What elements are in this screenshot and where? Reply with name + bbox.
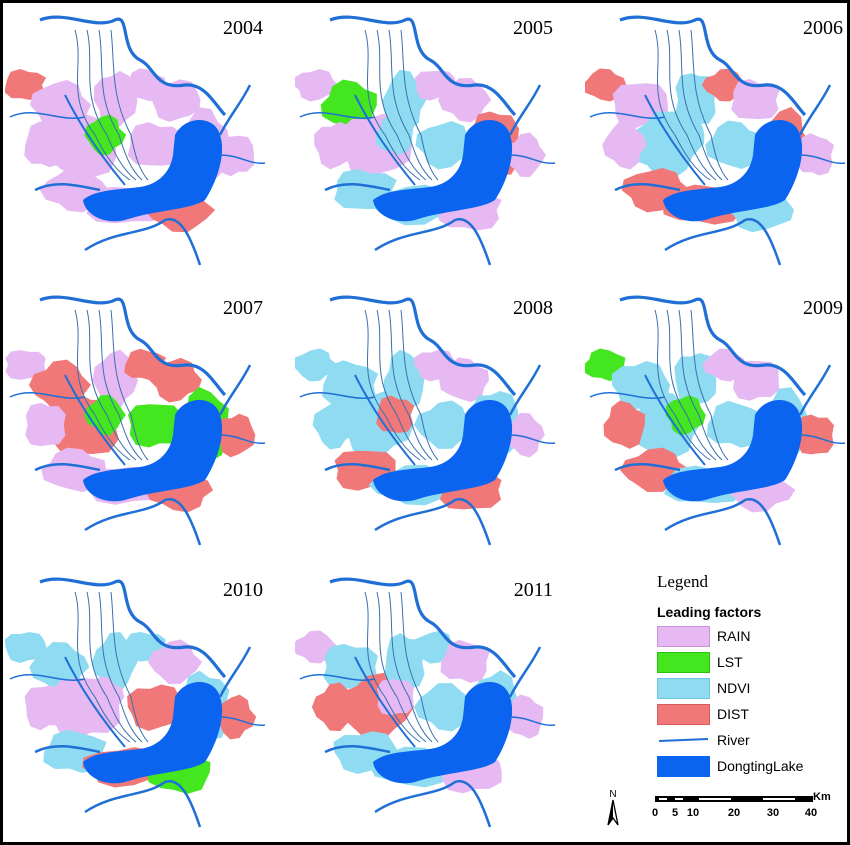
zone-rain <box>295 69 338 102</box>
zone-dist <box>149 357 202 403</box>
rain-swatch <box>657 626 710 647</box>
year-label: 2005 <box>513 17 553 39</box>
zone-ndvi <box>706 400 763 448</box>
map-panel-2006: 2006 <box>585 5 850 280</box>
dist-swatch <box>657 704 710 725</box>
zone-ndvi <box>91 631 138 693</box>
scale-bar: N Km 0 5 10 20 30 40 <box>607 789 831 826</box>
zone-dist <box>127 684 185 731</box>
dongting-lake <box>373 400 513 502</box>
scale-unit: Km <box>813 791 831 803</box>
lst-swatch <box>657 652 710 673</box>
dongting-lake <box>83 120 223 222</box>
year-label: 2006 <box>803 17 843 39</box>
scale-tick: 5 <box>672 807 678 819</box>
zone-ndvi <box>415 121 476 170</box>
dongting-lake <box>83 682 223 784</box>
legend-label: RAIN <box>717 628 751 644</box>
zone-ndvi <box>382 69 427 131</box>
zone-rain <box>148 639 203 685</box>
year-label: 2007 <box>223 297 263 319</box>
zone-rain <box>127 122 184 166</box>
year-label: 2009 <box>803 297 843 319</box>
year-label: 2011 <box>513 579 553 601</box>
zone-rain <box>25 402 66 447</box>
north-arrow-icon: N <box>607 789 619 826</box>
map-panel-2010: 2010 <box>5 567 285 842</box>
dongting-lake <box>373 682 513 784</box>
zone-ndvi <box>312 400 359 450</box>
figure-frame: 2004 2005 2006 2007 2008 2009 2010 2011 … <box>3 3 847 842</box>
scale-tick: 30 <box>767 807 779 819</box>
zone-rain <box>731 360 780 401</box>
zone-ndvi <box>666 116 705 155</box>
zone-ndvi <box>413 683 475 732</box>
year-label: 2008 <box>513 297 553 319</box>
zone-rain <box>314 121 358 170</box>
legend-title: Legend <box>657 572 708 591</box>
svg-text:N: N <box>609 789 616 800</box>
map-panel-2007: 2007 <box>5 285 285 560</box>
legend-label: NDVI <box>717 680 751 696</box>
zone-rain <box>24 685 66 731</box>
map-2005 <box>295 15 556 266</box>
map-2008 <box>295 295 556 546</box>
zone-rain <box>796 133 835 176</box>
legend-subtitle: Leading factors <box>657 604 762 620</box>
map-panel-2005: 2005 <box>295 5 575 280</box>
legend-label: DIST <box>717 706 749 722</box>
dongting-lake <box>83 400 223 502</box>
zone-ndvi <box>295 348 339 382</box>
scale-tick: 0 <box>652 807 658 819</box>
zone-rain <box>150 79 201 122</box>
map-2011 <box>295 577 556 828</box>
zone-ndvi <box>414 400 477 449</box>
map-2006 <box>585 15 846 266</box>
rivers <box>9 295 266 546</box>
legend: Legend Leading factors RAIN LST NDVI DIS… <box>651 568 841 778</box>
year-label: 2010 <box>223 579 263 601</box>
lake-swatch <box>657 756 710 777</box>
zone-dist <box>311 682 358 732</box>
ndvi-swatch <box>657 678 710 699</box>
dongting-lake <box>373 120 513 222</box>
zone-rain <box>24 121 66 168</box>
map-2004 <box>5 15 266 266</box>
map-2009 <box>585 295 846 546</box>
rivers <box>589 15 846 266</box>
legend-label: River <box>717 732 750 748</box>
legend-label: LST <box>717 654 743 670</box>
rivers <box>299 295 556 546</box>
map-panel-2011: 2011 <box>295 567 575 842</box>
map-2010 <box>5 577 266 828</box>
map-panel-2004: 2004 <box>5 5 285 280</box>
scale-tick: 20 <box>728 807 740 819</box>
zone-ndvi <box>5 632 47 664</box>
map-2007 <box>5 295 266 546</box>
map-panel-2008: 2008 <box>295 285 575 560</box>
rivers <box>589 295 846 546</box>
year-label: 2004 <box>223 17 263 39</box>
zone-rain <box>216 135 255 177</box>
scale-tick: 40 <box>805 807 817 819</box>
map-panel-2009: 2009 <box>585 285 850 560</box>
dongting-lake <box>663 120 803 222</box>
rivers <box>299 577 556 828</box>
zone-rain <box>602 120 647 170</box>
rivers <box>299 15 556 266</box>
zone-ndvi <box>705 120 763 170</box>
zone-rain <box>377 679 414 716</box>
zone-dist <box>376 395 415 434</box>
legend-label: DongtingLake <box>717 758 804 774</box>
zone-lst <box>127 404 183 448</box>
river-line-icon <box>658 738 709 742</box>
dongting-lake <box>663 400 803 502</box>
scale-tick: 10 <box>687 807 699 819</box>
rivers <box>9 15 266 266</box>
zone-dist <box>603 400 646 449</box>
rivers <box>9 577 266 828</box>
